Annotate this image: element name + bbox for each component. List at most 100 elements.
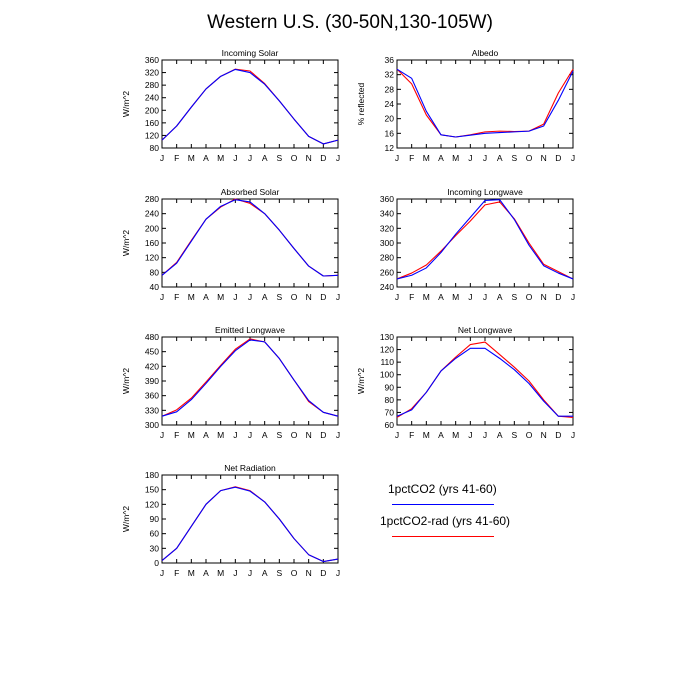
y-tick-label: 420: [145, 361, 159, 371]
series-line-1pctco2: [161, 68, 339, 145]
x-tick-label: N: [541, 430, 547, 440]
y-tick-label: 300: [380, 238, 394, 248]
y-tick-label: 120: [145, 253, 159, 263]
x-tick-label: J: [336, 430, 340, 440]
y-tick-label: 300: [145, 420, 159, 430]
y-tick-label: 320: [145, 68, 159, 78]
series-line-1pctco2: [396, 68, 574, 138]
x-tick-label: O: [291, 430, 298, 440]
y-tick-label: 12: [385, 143, 395, 153]
x-tick-label: M: [423, 430, 430, 440]
y-tick-label: 28: [385, 84, 395, 94]
y-tick-label: 240: [145, 93, 159, 103]
x-tick-label: J: [468, 292, 472, 302]
x-tick-label: J: [468, 153, 472, 163]
x-tick-label: J: [468, 430, 472, 440]
y-axis-label: W/m^2: [356, 368, 366, 394]
x-tick-label: J: [571, 292, 575, 302]
y-axis-label: % reflected: [356, 82, 366, 125]
x-tick-label: M: [217, 292, 224, 302]
x-tick-label: J: [483, 153, 487, 163]
x-tick-label: N: [306, 430, 312, 440]
y-tick-label: 320: [380, 223, 394, 233]
y-tick-label: 24: [385, 99, 395, 109]
x-tick-label: J: [395, 430, 399, 440]
y-tick-label: 360: [380, 194, 394, 204]
x-tick-label: D: [555, 292, 561, 302]
series-line-1pctco2-rad: [396, 201, 574, 280]
x-tick-label: J: [336, 153, 340, 163]
y-tick-label: 100: [380, 370, 394, 380]
x-tick-label: N: [541, 153, 547, 163]
x-tick-label: A: [438, 292, 444, 302]
x-tick-label: O: [526, 430, 533, 440]
y-tick-label: 280: [145, 80, 159, 90]
x-tick-label: S: [511, 292, 517, 302]
y-tick-label: 340: [380, 209, 394, 219]
x-tick-label: A: [203, 430, 209, 440]
series-line-1pctco2: [161, 486, 339, 563]
x-tick-label: N: [541, 292, 547, 302]
x-tick-label: D: [320, 153, 326, 163]
y-tick-label: 130: [380, 332, 394, 342]
y-tick-label: 330: [145, 405, 159, 415]
x-tick-label: M: [188, 292, 195, 302]
legend-label-series-a: 1pctCO2 (yrs 41-60): [388, 482, 497, 496]
plot-frame: [396, 198, 574, 288]
x-tick-label: M: [217, 430, 224, 440]
x-tick-label: M: [188, 430, 195, 440]
y-tick-label: 160: [145, 238, 159, 248]
x-tick-label: D: [555, 153, 561, 163]
x-tick-label: O: [526, 153, 533, 163]
x-tick-label: F: [409, 153, 414, 163]
y-tick-label: 60: [150, 529, 160, 539]
x-tick-label: J: [233, 430, 237, 440]
y-tick-label: 110: [380, 357, 394, 367]
x-tick-label: J: [248, 292, 252, 302]
series-line-1pctco2-rad: [161, 198, 339, 277]
x-tick-label: D: [555, 430, 561, 440]
y-axis-label: W/m^2: [121, 91, 131, 117]
x-tick-label: J: [571, 153, 575, 163]
y-tick-label: 280: [380, 253, 394, 263]
plot-frame: [161, 474, 339, 564]
x-tick-label: J: [160, 292, 164, 302]
x-tick-label: J: [233, 292, 237, 302]
plot-frame: [396, 336, 574, 426]
x-tick-label: J: [483, 430, 487, 440]
series-line-1pctco2-rad: [396, 68, 574, 138]
series-line-1pctco2: [161, 199, 339, 277]
y-tick-label: 200: [145, 105, 159, 115]
y-tick-label: 120: [145, 130, 159, 140]
panel-title: Incoming Solar: [222, 48, 279, 58]
x-tick-label: S: [276, 153, 282, 163]
x-tick-label: D: [320, 292, 326, 302]
y-tick-label: 360: [145, 55, 159, 65]
y-tick-label: 16: [385, 128, 395, 138]
x-tick-label: M: [423, 153, 430, 163]
y-tick-label: 180: [145, 470, 159, 480]
panel-title: Incoming Longwave: [447, 187, 523, 197]
x-tick-label: S: [276, 568, 282, 578]
y-axis-label: W/m^2: [121, 368, 131, 394]
x-tick-label: O: [526, 292, 533, 302]
x-tick-label: N: [306, 153, 312, 163]
y-tick-label: 80: [150, 267, 160, 277]
x-tick-label: J: [233, 153, 237, 163]
x-tick-label: J: [395, 292, 399, 302]
x-tick-label: J: [233, 568, 237, 578]
panel-title: Absorbed Solar: [221, 187, 280, 197]
x-tick-label: A: [203, 292, 209, 302]
y-tick-label: 36: [385, 55, 395, 65]
y-tick-label: 80: [150, 143, 160, 153]
x-tick-label: J: [160, 568, 164, 578]
x-tick-label: O: [291, 292, 298, 302]
x-tick-label: A: [203, 568, 209, 578]
x-tick-label: F: [174, 568, 179, 578]
y-tick-label: 120: [145, 499, 159, 509]
